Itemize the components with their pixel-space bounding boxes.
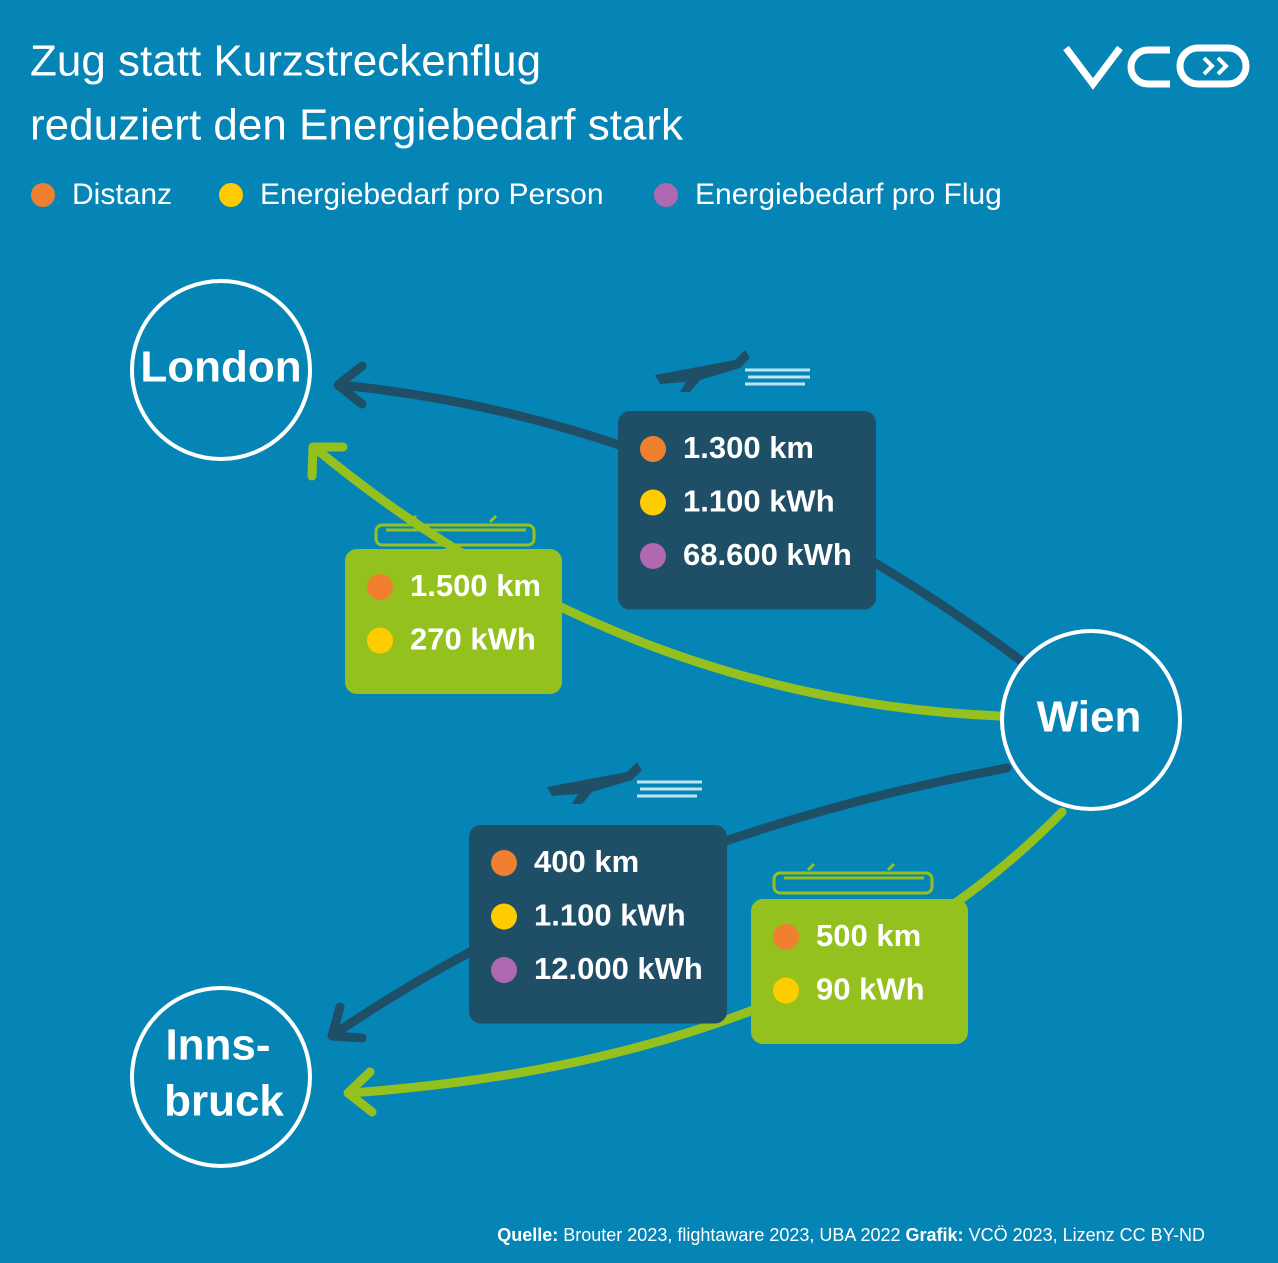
train-box [751, 899, 968, 1044]
title-line: reduziert den Energiebedarf stark [30, 101, 684, 150]
row-dot [367, 574, 393, 600]
row-dot [367, 627, 393, 654]
row-value: 270 kWh [410, 622, 536, 657]
arrowhead [327, 1002, 367, 1043]
train-box [345, 549, 562, 694]
row-value: 400 km [534, 844, 639, 879]
train-icon [374, 514, 536, 547]
row-value: 1.100 kWh [534, 898, 686, 933]
row-dot [640, 543, 666, 569]
row-dot [773, 977, 799, 1004]
plane-icon [655, 350, 810, 392]
legend-dot [654, 183, 678, 207]
title-line: Zug statt Kurzstreckenflug [30, 37, 541, 86]
route-boxes: 1.300 km 1.100 kWh 68.600 kWh 1.500 km 270 k… [345, 411, 968, 1044]
footer-label: Grafik: [906, 1225, 964, 1245]
plane-icon [547, 762, 702, 804]
arrowhead [333, 361, 367, 409]
row-value: 1.300 km [683, 430, 814, 465]
legend-label: Energiebedarf pro Person [260, 178, 604, 211]
footer-text: Brouter 2023, flightaware 2023, UBA 2022 [563, 1225, 900, 1245]
legend-dot [219, 183, 243, 207]
footer-label: Quelle: [497, 1225, 558, 1245]
city-label: bruck [164, 1077, 284, 1126]
train-icon [772, 862, 934, 895]
arrowhead [343, 1067, 377, 1117]
train-path [310, 443, 1005, 721]
row-value: 1.500 km [410, 568, 541, 603]
row-value: 12.000 kWh [534, 951, 703, 986]
legend-label: Distanz [72, 178, 172, 211]
row-dot [640, 489, 666, 516]
row-dot [773, 924, 799, 950]
flight-box [469, 825, 727, 1024]
row-value: 500 km [816, 918, 921, 953]
row-dot [491, 850, 517, 876]
city-label: London [140, 343, 301, 392]
logo [1063, 44, 1250, 90]
city-circles [130, 279, 1182, 1168]
flight-box [618, 411, 876, 610]
row-dot [640, 436, 666, 462]
footer: Quelle: Brouter 2023, flightaware 2023, … [497, 1225, 1205, 1245]
arrowhead [307, 442, 348, 481]
city-label: Inns- [165, 1021, 270, 1070]
row-value: 68.600 kWh [683, 537, 852, 572]
row-value: 90 kWh [816, 972, 925, 1007]
row-dot [491, 903, 517, 930]
city-label: Wien [1037, 693, 1142, 742]
legend-label: Energiebedarf pro Flug [695, 178, 1002, 211]
row-value: 1.100 kWh [683, 484, 835, 519]
legend-dot [31, 183, 55, 207]
row-dot [491, 957, 517, 983]
footer-text: VCÖ 2023, Lizenz CC BY-ND [969, 1225, 1205, 1245]
